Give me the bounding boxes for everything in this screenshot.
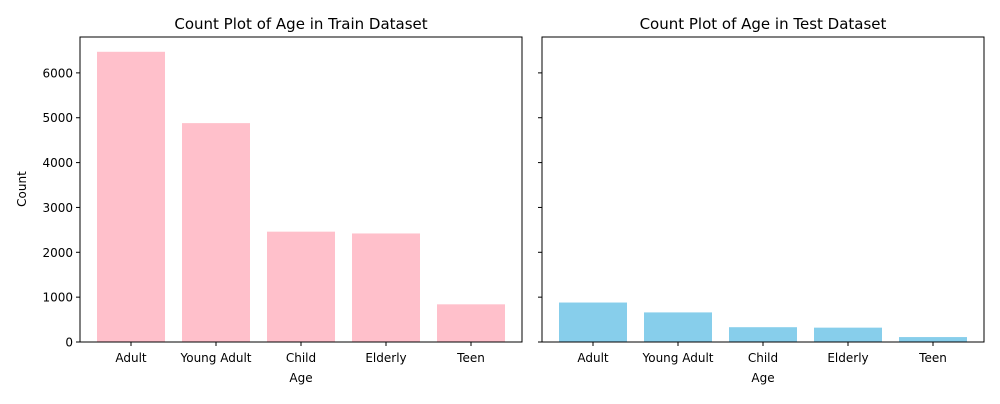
x-tick-label: Teen xyxy=(456,351,485,365)
x-tick-label: Elderly xyxy=(365,351,406,365)
bar-teen xyxy=(437,304,505,342)
y-tick-label: 4000 xyxy=(42,156,73,170)
y-tick-label: 1000 xyxy=(42,291,73,305)
x-tick-label: Adult xyxy=(115,351,147,365)
bar-adult xyxy=(559,302,627,342)
bar-adult xyxy=(97,51,165,343)
plot-frame xyxy=(541,36,985,343)
bar-child xyxy=(267,231,335,342)
train-age-count-chart: Count Plot of Age in Train Dataset Age C… xyxy=(15,15,523,385)
chart-title: Count Plot of Age in Train Dataset xyxy=(174,15,427,33)
bar-elderly xyxy=(352,233,420,342)
x-tick-label: Child xyxy=(748,351,778,365)
x-tick-label: Elderly xyxy=(827,351,868,365)
x-tick-label: Teen xyxy=(918,351,947,365)
x-axis-label: Age xyxy=(289,371,312,385)
y-axis-label: Count xyxy=(15,171,29,207)
x-axis-label: Age xyxy=(751,371,774,385)
y-tick-label: 6000 xyxy=(42,66,73,80)
bar-teen xyxy=(899,337,967,342)
y-tick-label: 3000 xyxy=(42,201,73,215)
x-tick-label: Adult xyxy=(577,351,609,365)
y-tick-label: 0 xyxy=(65,336,73,350)
y-tick-label: 2000 xyxy=(42,246,73,260)
bar-young-adult xyxy=(182,123,250,343)
y-tick-label: 5000 xyxy=(42,111,73,125)
x-tick-label: Child xyxy=(286,351,316,365)
chart-title: Count Plot of Age in Test Dataset xyxy=(640,15,887,33)
x-tick-label: Young Adult xyxy=(180,351,252,365)
bar-young-adult xyxy=(644,312,712,342)
bar-child xyxy=(729,327,797,342)
test-age-count-chart: Count Plot of Age in Test Dataset Age Ad… xyxy=(538,15,985,385)
x-tick-label: Young Adult xyxy=(642,351,714,365)
bar-elderly xyxy=(814,327,882,342)
